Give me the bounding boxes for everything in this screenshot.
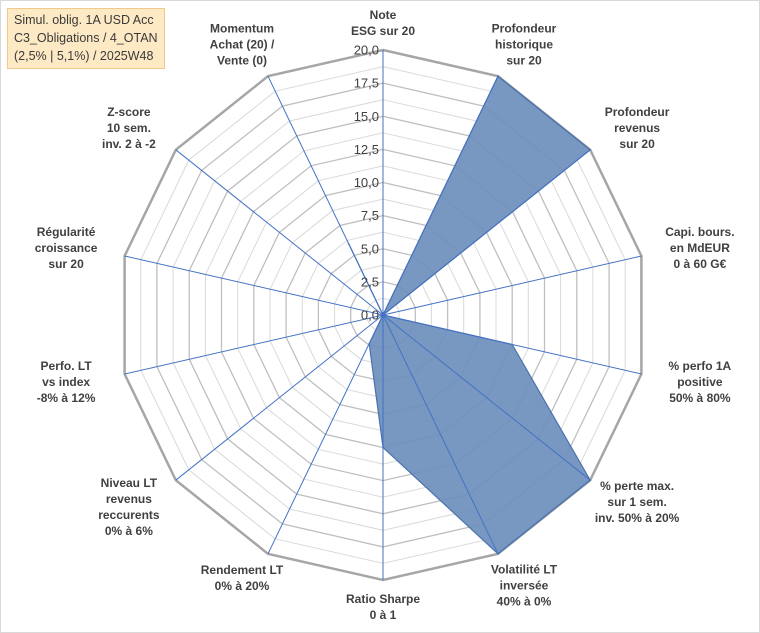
axis-spoke — [382, 314, 499, 555]
axis-label-line: vs index — [42, 375, 90, 389]
axis-label-line: Capi. bours. — [665, 225, 734, 239]
axis-label-line: Ratio Sharpe — [346, 592, 420, 606]
axis-label-line: Rendement LT — [201, 563, 284, 577]
axis-label: % perte max. sur 1 sem. inv. 50% à 20% — [595, 479, 680, 525]
axis-spoke — [382, 255, 642, 316]
axis-spoke — [175, 149, 384, 316]
axis-label-line: 10 sem. — [107, 121, 151, 135]
axis-label-line: Volatilité LT — [491, 562, 558, 576]
title-line-3: (2,5% | 5,1%) / 2025W48 — [14, 49, 154, 63]
tick-label: 10,0 — [354, 175, 379, 190]
axis-spoke — [382, 149, 591, 316]
axis-spoke — [382, 314, 591, 481]
axis-label-line: -8% à 12% — [37, 391, 96, 405]
axis-label: Momentum Achat (20) / Vente (0) — [210, 22, 275, 68]
axis-label-line: Régularité — [37, 225, 96, 239]
axis-label-line: Niveau LT — [101, 476, 158, 490]
axis-label-line: sur 20 — [48, 257, 84, 271]
axis-label: Niveau LT revenus reccurents 0% à 6% — [98, 476, 160, 538]
title-line-1: Simul. oblig. 1A USD Acc — [14, 13, 154, 27]
axis-label-line: % perfo 1A — [669, 359, 732, 373]
axis-spoke — [382, 75, 499, 316]
axis-label-line: Vente (0) — [217, 54, 267, 68]
tick-label: 15,0 — [354, 109, 379, 124]
chart-title-box: Simul. oblig. 1A USD Acc C3_Obligations … — [7, 8, 165, 69]
axis-label-line: 40% à 0% — [497, 594, 552, 608]
axis-label-line: Profondeur — [492, 22, 557, 36]
axis-spoke — [267, 314, 384, 555]
axis-label-line: Momentum — [210, 22, 274, 36]
axis-label-line: Achat (20) / — [210, 38, 275, 52]
axis-label-line: reccurents — [98, 508, 160, 522]
tick-label: 20,0 — [354, 43, 379, 58]
axis-spoke — [267, 75, 384, 316]
axis-label: % perfo 1A positive 50% à 80% — [669, 359, 732, 405]
tick-label: 5,0 — [361, 241, 379, 256]
axis-label-line: Profondeur — [605, 105, 670, 119]
axis-spoke — [124, 314, 384, 375]
axis-spoke — [124, 255, 384, 316]
axis-label-line: inv. 50% à 20% — [595, 511, 680, 525]
axis-label-line: sur 20 — [506, 54, 542, 68]
axis-spoke — [175, 314, 384, 481]
axis-label-line: revenus — [614, 121, 660, 135]
axis-label-line: positive — [677, 375, 723, 389]
axis-label: Perfo. LT vs index -8% à 12% — [37, 359, 96, 405]
axis-label-line: en MdEUR — [670, 241, 730, 255]
axis-label: Rendement LT 0% à 20% — [201, 563, 284, 593]
axis-label-line: inv. 2 à -2 — [102, 137, 156, 151]
tick-label: 12,5 — [354, 142, 379, 157]
axis-label-line: historique — [495, 38, 553, 52]
axis-label-line: 0 à 1 — [370, 608, 397, 622]
tick-label: 0,0 — [361, 308, 379, 323]
axis-label: Z-score 10 sem. inv. 2 à -2 — [102, 105, 156, 151]
label-layer: Note ESG sur 20 Profondeur historique sur 20… — [35, 8, 735, 622]
axis-label-line: inversée — [500, 578, 549, 592]
axis-label: Régularité croissance sur 20 — [35, 225, 98, 271]
axis-label-line: % perte max. — [600, 479, 674, 493]
axis-label-line: Note — [370, 8, 397, 22]
axis-label: Profondeur revenus sur 20 — [605, 105, 670, 151]
axis-label-line: Perfo. LT — [41, 359, 93, 373]
axis-label-line: ESG sur 20 — [351, 24, 415, 38]
axis-label-line: 0% à 6% — [105, 524, 153, 538]
spoke-layer — [124, 50, 642, 580]
axis-label: Capi. bours. en MdEUR 0 à 60 G€ — [665, 225, 734, 271]
axis-label: Profondeur historique sur 20 — [492, 22, 557, 68]
tick-label: 2,5 — [361, 274, 379, 289]
tick-label: 17,5 — [354, 76, 379, 91]
axis-spoke — [382, 314, 642, 375]
axis-label-line: 0 à 60 G€ — [674, 257, 727, 271]
axis-label-line: Z-score — [107, 105, 151, 119]
axis-label: Volatilité LT inversée 40% à 0% — [491, 562, 558, 608]
axis-label-line: revenus — [106, 492, 152, 506]
axis-label-line: 0% à 20% — [215, 579, 270, 593]
title-line-2: C3_Obligations / 4_OTAN — [14, 31, 158, 45]
axis-label: Ratio Sharpe 0 à 1 — [346, 592, 420, 622]
axis-label-line: sur 1 sem. — [607, 495, 666, 509]
tick-layer: 0,0 2,5 5,0 7,5 10,0 12,5 15,0 17,5 20,0 — [354, 43, 379, 323]
tick-label: 7,5 — [361, 208, 379, 223]
axis-label: Note ESG sur 20 — [351, 8, 415, 38]
axis-label-line: sur 20 — [619, 137, 655, 151]
axis-label-line: 50% à 80% — [669, 391, 731, 405]
axis-label-line: croissance — [35, 241, 98, 255]
